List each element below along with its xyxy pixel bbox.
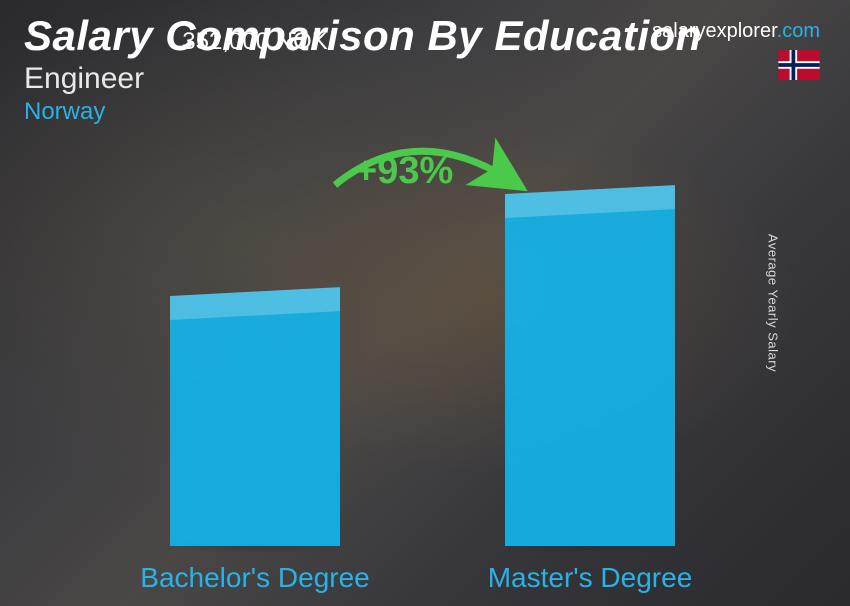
chart-title: Salary Comparison By Education <box>24 12 826 60</box>
bar-top-face <box>170 287 340 320</box>
header-block: Salary Comparison By Education Engineer … <box>24 12 826 126</box>
bar-rect <box>170 308 340 546</box>
subtitle-job: Engineer <box>24 62 826 96</box>
bar-category-label: Master's Degree <box>440 562 740 594</box>
bar-category-label: Bachelor's Degree <box>105 562 405 594</box>
bar-rect <box>505 206 675 546</box>
bar-masters: 680,000 NOK Master's Degree <box>505 206 675 546</box>
percent-increase-badge: +93% <box>355 150 453 193</box>
y-axis-label: Average Yearly Salary <box>765 234 780 372</box>
subtitle-country: Norway <box>24 98 826 126</box>
bar-top-face <box>505 185 675 218</box>
bar-bachelors: 352,000 NOK Bachelor's Degree <box>170 308 340 546</box>
